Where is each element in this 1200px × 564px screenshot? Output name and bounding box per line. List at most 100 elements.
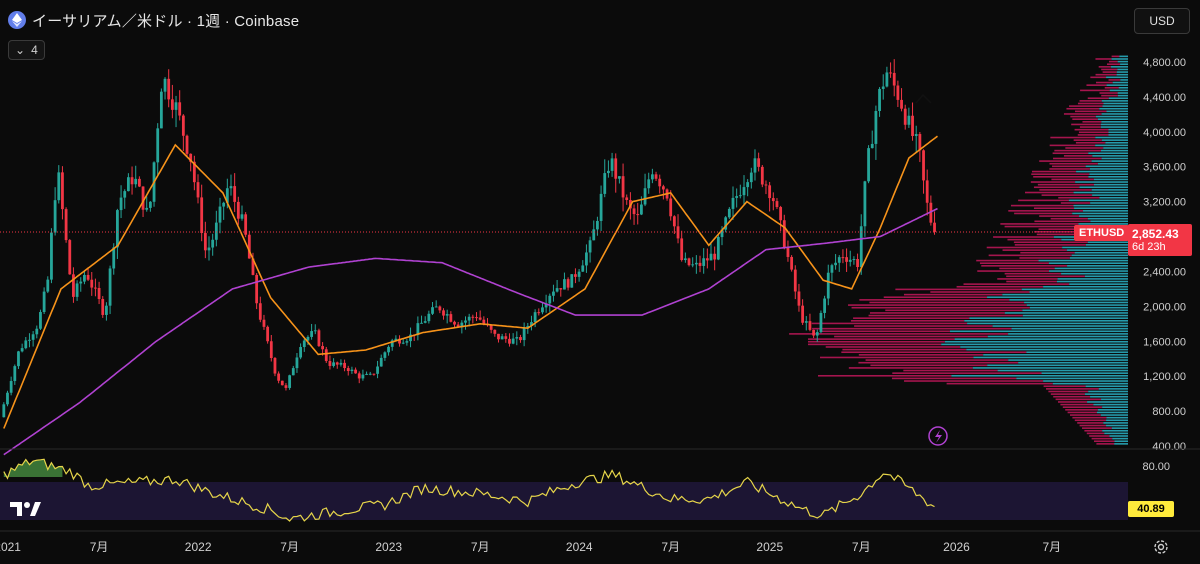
vp-bar-up bbox=[1106, 84, 1128, 86]
candle-body bbox=[105, 305, 108, 315]
vp-bar-down bbox=[997, 278, 1058, 280]
candle-body bbox=[680, 238, 684, 261]
x-tick-label: 7月 bbox=[280, 540, 299, 554]
vp-bar-up bbox=[1088, 390, 1128, 393]
vp-bar-up bbox=[1071, 254, 1128, 257]
vp-bar-down bbox=[808, 343, 942, 346]
candle-body bbox=[911, 115, 914, 137]
candle-body bbox=[453, 321, 456, 325]
chevron-down-icon: ⌄ bbox=[15, 43, 26, 57]
candle-body bbox=[291, 368, 295, 376]
candle-body bbox=[456, 324, 460, 328]
vp-bar-up bbox=[1097, 118, 1128, 120]
y-tick-label: 2,000.00 bbox=[1143, 301, 1186, 313]
candle-body bbox=[236, 201, 240, 219]
candle-body bbox=[313, 330, 317, 332]
y-tick-label: 1,600.00 bbox=[1143, 336, 1186, 348]
candle-body bbox=[914, 134, 918, 137]
vp-bar-down bbox=[808, 338, 955, 340]
vp-bar-up bbox=[1119, 55, 1128, 58]
candle-body bbox=[332, 362, 335, 366]
vp-bar-down bbox=[999, 267, 1055, 270]
candle-body bbox=[599, 193, 603, 221]
y-tick-label: 400.00 bbox=[1152, 441, 1186, 453]
candle-body bbox=[75, 283, 79, 297]
candle-body bbox=[749, 172, 753, 183]
candle-body bbox=[335, 362, 339, 365]
candle-body bbox=[577, 271, 581, 277]
candle-body bbox=[804, 321, 808, 323]
candle-body bbox=[537, 312, 541, 314]
vp-bar-down bbox=[841, 351, 1027, 354]
candle-body bbox=[731, 197, 735, 209]
vp-bar-down bbox=[988, 254, 1072, 257]
candle-body bbox=[654, 174, 658, 179]
candle-body bbox=[790, 256, 794, 270]
candle-body bbox=[867, 148, 870, 182]
vp-bar-up bbox=[1011, 327, 1128, 330]
vp-bar-up bbox=[972, 367, 1128, 369]
vp-bar-down bbox=[869, 312, 1005, 314]
candle-body bbox=[126, 177, 130, 192]
vp-bar-down bbox=[1106, 63, 1121, 66]
vp-bar-up bbox=[1105, 141, 1128, 144]
candle-body bbox=[170, 99, 174, 110]
vp-bar-down bbox=[981, 265, 1068, 267]
candle-body bbox=[823, 298, 827, 313]
candle-body bbox=[460, 322, 464, 328]
rsi-line bbox=[3, 458, 935, 522]
y-tick-label: 4,000.00 bbox=[1143, 127, 1186, 139]
vp-bar-down bbox=[848, 304, 1027, 306]
vp-bar-down bbox=[1010, 204, 1074, 207]
vp-bar-down bbox=[1082, 427, 1112, 429]
symbol-title[interactable]: イーサリアム／米ドル · 1週 · Coinbase bbox=[32, 12, 300, 30]
x-tick-label: 7月 bbox=[852, 540, 871, 554]
candle-body bbox=[511, 338, 515, 344]
candle-body bbox=[112, 247, 116, 269]
gear-icon[interactable] bbox=[1152, 538, 1170, 556]
tradingview-logo[interactable] bbox=[8, 498, 44, 520]
vp-bar-down bbox=[1041, 194, 1093, 196]
candle-body bbox=[108, 268, 112, 306]
candle-body bbox=[570, 274, 574, 288]
vp-bar-down bbox=[1058, 401, 1088, 403]
candle-body bbox=[240, 214, 244, 219]
vp-bar-up bbox=[1103, 102, 1128, 105]
vp-bar-up bbox=[1100, 414, 1128, 416]
candle-body bbox=[445, 314, 449, 316]
vp-bar-down bbox=[895, 288, 1022, 291]
x-tick-label: 2022 bbox=[185, 540, 212, 554]
vp-bar-down bbox=[1006, 280, 1057, 283]
candle-body bbox=[174, 102, 178, 110]
candle-body bbox=[258, 303, 262, 320]
candle-body bbox=[288, 375, 292, 388]
candle-body bbox=[39, 312, 42, 329]
vp-bar-down bbox=[885, 309, 1023, 312]
indicators-toggle[interactable]: ⌄ 4 bbox=[8, 40, 45, 60]
candle-body bbox=[119, 197, 123, 211]
vp-bar-down bbox=[1020, 251, 1075, 254]
vp-bar-up bbox=[1106, 424, 1128, 427]
candle-body bbox=[500, 336, 504, 340]
candle-body bbox=[764, 184, 768, 186]
vp-bar-up bbox=[1101, 100, 1128, 102]
vp-bar-up bbox=[951, 374, 1128, 377]
vp-bar-up bbox=[1072, 212, 1128, 215]
cursor-caret-icon bbox=[915, 93, 932, 104]
lightning-icon[interactable] bbox=[928, 426, 948, 446]
vp-bar-down bbox=[825, 346, 961, 348]
candle-body bbox=[848, 259, 852, 262]
vp-bar-down bbox=[1013, 241, 1088, 244]
candle-body bbox=[746, 182, 750, 188]
currency-button[interactable]: USD bbox=[1134, 8, 1190, 34]
candle-body bbox=[826, 272, 830, 299]
vp-bar-down bbox=[1087, 97, 1109, 100]
vp-bar-down bbox=[1079, 424, 1107, 427]
vp-bar-up bbox=[1078, 223, 1128, 225]
candle-body bbox=[771, 198, 775, 202]
vp-bar-up bbox=[1029, 306, 1128, 309]
candle-body bbox=[346, 368, 350, 371]
candle-body bbox=[639, 204, 643, 215]
ethereum-icon bbox=[8, 11, 26, 29]
